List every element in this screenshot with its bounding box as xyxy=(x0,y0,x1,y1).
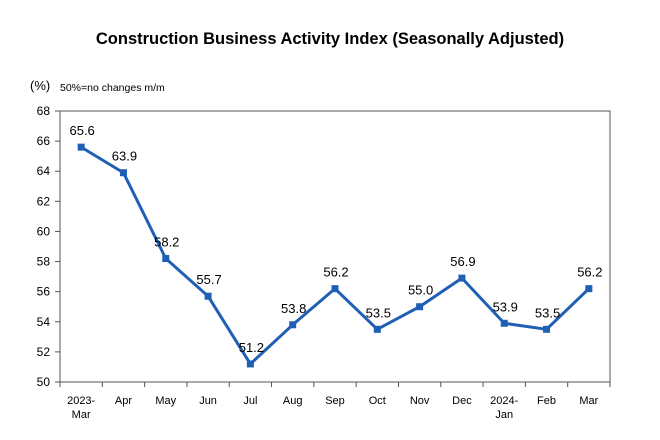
y-tick-label: 68 xyxy=(37,104,51,118)
data-label: 56.2 xyxy=(577,265,602,280)
data-point-marker xyxy=(204,292,212,300)
data-label: 56.9 xyxy=(450,254,475,269)
y-tick-label: 56 xyxy=(37,285,51,299)
data-label: 53.5 xyxy=(535,305,560,320)
data-label: 58.2 xyxy=(154,235,179,250)
y-tick-label: 60 xyxy=(37,224,51,238)
data-point-marker xyxy=(331,285,339,293)
data-label: 55.0 xyxy=(408,283,433,298)
data-label: 63.9 xyxy=(112,149,137,164)
y-tick-label: 54 xyxy=(37,315,51,329)
data-point-marker xyxy=(500,319,508,327)
x-tick-label: Sep xyxy=(325,395,345,407)
chart-title: Construction Business Activity Index (Se… xyxy=(95,30,565,48)
chart-annotation: 50%=no changes m/m xyxy=(60,82,165,94)
x-tick-label: Jun xyxy=(199,395,217,407)
data-label: 53.9 xyxy=(493,299,518,314)
series-line xyxy=(80,145,590,366)
data-label: 53.5 xyxy=(366,305,391,320)
plot-area xyxy=(59,110,611,383)
y-tick-label: 62 xyxy=(37,194,51,208)
data-label: 53.8 xyxy=(281,301,306,316)
x-tick-label: Apr xyxy=(115,395,132,407)
data-point-marker xyxy=(119,169,127,177)
y-tick-label: 52 xyxy=(37,345,51,359)
x-tick-label: Dec xyxy=(452,395,472,407)
data-point-marker xyxy=(77,143,85,151)
data-label: 65.6 xyxy=(69,123,94,138)
x-tick-label: Aug xyxy=(283,395,303,407)
y-tick-label: 66 xyxy=(37,134,51,148)
data-point-marker xyxy=(458,274,466,282)
data-point-marker xyxy=(585,285,593,293)
x-tick-label: 2023-Mar xyxy=(67,395,95,421)
y-tick-label: 50 xyxy=(37,375,51,389)
data-point-marker xyxy=(416,303,424,311)
data-point-marker xyxy=(543,325,551,333)
y-tick-label: 64 xyxy=(37,164,51,178)
x-tick-label: 2024-Jan xyxy=(490,395,518,421)
data-label: 51.2 xyxy=(239,340,264,355)
x-tick-label: Oct xyxy=(369,395,386,407)
x-tick-label: May xyxy=(155,395,176,407)
y-axis-unit-label: (%) xyxy=(30,78,51,93)
data-point-marker xyxy=(373,325,381,333)
y-tick-label: 58 xyxy=(37,255,51,269)
data-point-marker xyxy=(289,321,297,329)
data-point-marker xyxy=(246,360,254,368)
data-label: 55.7 xyxy=(196,272,221,287)
x-tick-label: Feb xyxy=(537,395,556,407)
x-tick-label: Jul xyxy=(243,395,257,407)
x-tick-label: Nov xyxy=(410,395,430,407)
data-point-marker xyxy=(162,255,170,263)
x-tick-label: Mar xyxy=(579,395,598,407)
data-label: 56.2 xyxy=(323,265,348,280)
